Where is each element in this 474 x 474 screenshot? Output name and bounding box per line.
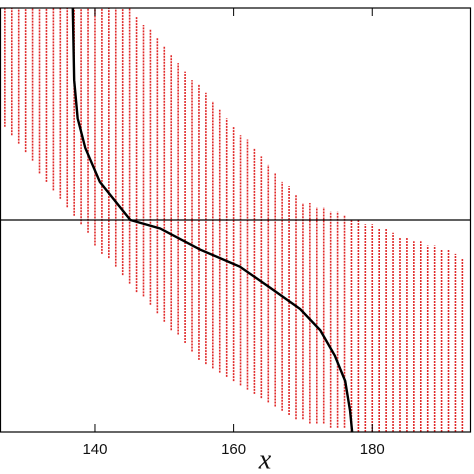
profile-curve <box>71 7 354 433</box>
x-tick-label: 140 <box>82 441 107 458</box>
x-tick-label: 160 <box>221 441 246 458</box>
x-axis-label: x <box>258 444 272 474</box>
plot-frame <box>0 7 472 433</box>
x-tick-label: 180 <box>360 441 385 458</box>
